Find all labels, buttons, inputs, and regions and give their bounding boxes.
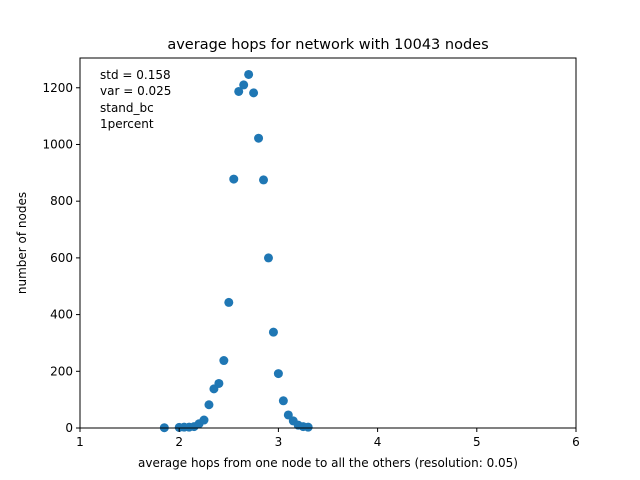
y-tick-label: 200 — [50, 364, 73, 378]
data-point — [244, 69, 254, 79]
data-point — [214, 378, 224, 388]
data-point — [199, 415, 209, 425]
x-tick-label: 4 — [374, 435, 382, 449]
data-point — [249, 88, 259, 98]
data-point — [273, 369, 283, 379]
y-tick-label: 1000 — [42, 137, 73, 151]
y-axis-label: number of nodes — [15, 192, 29, 294]
y-tick-label: 0 — [65, 421, 73, 435]
stats-annotation-line-4: 1percent — [100, 117, 154, 131]
x-tick-label: 3 — [275, 435, 283, 449]
data-point — [239, 80, 249, 90]
x-tick-label: 6 — [572, 435, 580, 449]
chart-title: average hops for network with 10043 node… — [167, 37, 488, 53]
x-tick-label: 2 — [175, 435, 183, 449]
x-tick-label: 1 — [76, 435, 84, 449]
data-point — [278, 396, 288, 406]
data-point — [283, 410, 293, 420]
data-point — [263, 253, 273, 263]
y-tick-label: 400 — [50, 308, 73, 322]
y-axis-ticks: 0 200 400 600 800 1000 1200 — [42, 81, 80, 435]
data-point — [303, 422, 313, 432]
data-point — [224, 297, 234, 307]
data-point — [219, 356, 229, 366]
y-tick-label: 800 — [50, 194, 73, 208]
plot-frame — [79, 57, 577, 429]
data-point — [254, 133, 264, 143]
data-point — [259, 175, 269, 185]
x-tick-label: 5 — [473, 435, 481, 449]
data-point — [268, 327, 278, 337]
data-point — [234, 86, 244, 96]
data-point — [204, 400, 214, 410]
data-points — [159, 69, 313, 433]
y-tick-label: 600 — [50, 251, 73, 265]
stats-annotation-line-1: std = 0.158 — [100, 68, 171, 82]
x-axis-label: average hops from one node to all the ot… — [138, 456, 518, 470]
data-point — [229, 174, 239, 184]
x-axis-ticks: 1 2 3 4 5 6 — [76, 428, 580, 449]
stats-annotation-line-2: var = 0.025 — [100, 84, 171, 98]
stats-annotation-line-3: stand_bc — [100, 101, 154, 115]
y-tick-label: 1200 — [42, 81, 73, 95]
